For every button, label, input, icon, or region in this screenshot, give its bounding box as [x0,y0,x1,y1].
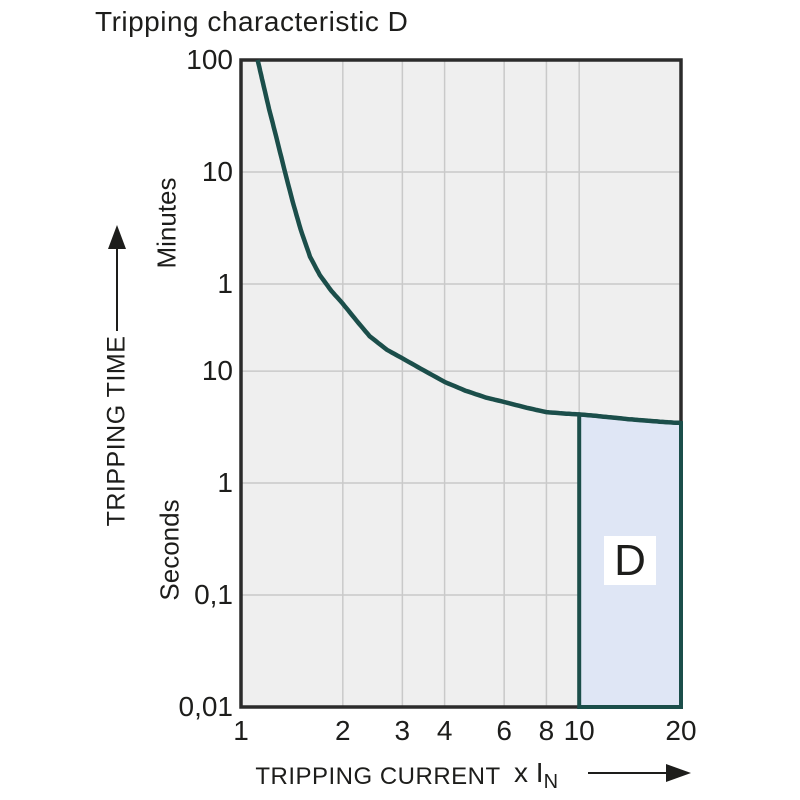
x-tick-label: 3 [394,715,411,746]
y-tick-label: 10 [201,155,233,187]
plot-frame [239,58,683,709]
y-tick-label: 10 [201,355,233,387]
y-tick-label: 0,1 [194,579,233,611]
tripping-curve [255,59,682,426]
y-tick-label: 100 [186,44,233,75]
x-axis-unit-prefix: x I [514,757,544,788]
y-tick-label: 1 [217,467,233,499]
x-tick-label: 2 [335,715,351,746]
y-tick-label: 1 [217,267,233,299]
y-tick-label: 0,01 [178,691,234,722]
x-tick-label: 6 [496,715,512,746]
x-tick-label: 10 [563,715,595,746]
x-axis-arrow-right-icon [588,764,691,782]
x-axis-title: TRIPPING CURRENT [255,763,501,790]
y-axis-title: TRIPPING TIME [102,335,131,527]
x-axis-unit: x IN [514,757,558,794]
chart-title: Tripping characteristic D [95,6,409,37]
x-tick-label: 4 [436,715,453,746]
x-tick-label: 8 [538,715,555,746]
y-axis-arrow-up-icon [108,225,126,331]
region-d-label: D [604,536,656,585]
y-axis-unit-seconds: Seconds [154,499,185,601]
x-axis-unit-subscript: N [543,771,559,793]
y-axis-unit-minutes: Minutes [151,177,182,269]
x-tick-label: 1 [233,715,249,746]
x-tick-label: 20 [665,715,697,746]
